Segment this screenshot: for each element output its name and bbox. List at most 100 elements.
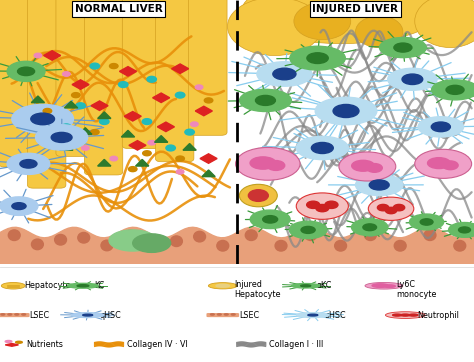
Ellipse shape	[216, 284, 229, 287]
Ellipse shape	[289, 221, 327, 239]
Ellipse shape	[8, 230, 20, 240]
Ellipse shape	[410, 214, 444, 230]
Polygon shape	[153, 93, 170, 102]
Polygon shape	[195, 106, 212, 116]
Ellipse shape	[296, 136, 348, 160]
Ellipse shape	[267, 161, 285, 171]
Ellipse shape	[72, 93, 80, 98]
Ellipse shape	[239, 89, 292, 111]
Ellipse shape	[7, 153, 50, 174]
Ellipse shape	[297, 313, 329, 317]
Ellipse shape	[432, 80, 474, 100]
Ellipse shape	[250, 157, 276, 169]
Ellipse shape	[82, 146, 89, 150]
Ellipse shape	[401, 314, 410, 316]
Ellipse shape	[294, 3, 351, 40]
Ellipse shape	[147, 238, 159, 248]
Ellipse shape	[454, 240, 465, 251]
Ellipse shape	[224, 314, 228, 315]
Ellipse shape	[217, 240, 229, 251]
Ellipse shape	[72, 313, 104, 317]
Ellipse shape	[415, 0, 474, 47]
Ellipse shape	[142, 119, 152, 125]
Text: Injured
Hepatocyte: Injured Hepatocyte	[235, 280, 281, 299]
Polygon shape	[157, 122, 174, 132]
FancyBboxPatch shape	[122, 0, 161, 148]
Polygon shape	[124, 111, 141, 121]
Ellipse shape	[68, 283, 98, 288]
Ellipse shape	[110, 156, 118, 161]
Ellipse shape	[393, 205, 405, 211]
Text: Nutrients: Nutrients	[26, 340, 63, 349]
FancyBboxPatch shape	[0, 0, 37, 167]
Polygon shape	[0, 227, 237, 264]
Polygon shape	[183, 144, 196, 150]
Ellipse shape	[195, 85, 203, 89]
FancyBboxPatch shape	[56, 0, 94, 156]
Ellipse shape	[333, 105, 359, 118]
Ellipse shape	[428, 158, 450, 169]
Polygon shape	[20, 69, 37, 79]
Ellipse shape	[175, 92, 185, 98]
Polygon shape	[60, 144, 73, 150]
Ellipse shape	[194, 231, 206, 242]
Ellipse shape	[12, 104, 73, 134]
Text: Collagen IV · VI: Collagen IV · VI	[127, 340, 188, 349]
Ellipse shape	[210, 314, 214, 315]
Ellipse shape	[118, 82, 128, 88]
Ellipse shape	[250, 210, 290, 228]
Ellipse shape	[369, 180, 389, 190]
Ellipse shape	[335, 240, 346, 251]
Text: Hepatocyte: Hepatocyte	[25, 281, 71, 290]
Ellipse shape	[325, 201, 338, 209]
Polygon shape	[64, 101, 78, 108]
Ellipse shape	[43, 109, 52, 114]
Ellipse shape	[77, 285, 89, 287]
Ellipse shape	[76, 103, 85, 109]
FancyBboxPatch shape	[189, 0, 227, 135]
Ellipse shape	[365, 282, 403, 289]
Ellipse shape	[431, 122, 450, 132]
Ellipse shape	[31, 239, 43, 250]
Ellipse shape	[448, 223, 474, 237]
Ellipse shape	[34, 53, 42, 58]
Ellipse shape	[290, 46, 345, 70]
Text: INJURED LIVER: INJURED LIVER	[312, 4, 399, 14]
Ellipse shape	[100, 119, 109, 125]
Text: LSEC: LSEC	[29, 311, 49, 320]
Ellipse shape	[352, 160, 374, 171]
Ellipse shape	[305, 230, 317, 240]
FancyBboxPatch shape	[0, 314, 29, 316]
Ellipse shape	[385, 312, 425, 319]
Ellipse shape	[1, 282, 25, 289]
Ellipse shape	[239, 184, 277, 207]
Ellipse shape	[185, 129, 194, 135]
Polygon shape	[200, 154, 217, 163]
Polygon shape	[129, 140, 146, 150]
Ellipse shape	[380, 38, 426, 58]
Ellipse shape	[392, 314, 401, 316]
Ellipse shape	[204, 98, 213, 103]
Polygon shape	[72, 80, 89, 89]
Ellipse shape	[171, 236, 182, 247]
Ellipse shape	[384, 285, 395, 287]
Ellipse shape	[307, 201, 319, 209]
Ellipse shape	[415, 149, 472, 178]
Ellipse shape	[16, 341, 22, 343]
Ellipse shape	[446, 85, 464, 94]
Ellipse shape	[248, 190, 268, 201]
Ellipse shape	[263, 216, 278, 223]
Ellipse shape	[385, 207, 397, 214]
Ellipse shape	[368, 197, 414, 220]
Ellipse shape	[301, 226, 315, 233]
Ellipse shape	[363, 224, 376, 231]
Text: LSEC: LSEC	[239, 311, 259, 320]
Ellipse shape	[78, 232, 90, 243]
Polygon shape	[91, 101, 108, 110]
Ellipse shape	[63, 72, 70, 76]
Ellipse shape	[101, 240, 113, 251]
Ellipse shape	[20, 160, 37, 168]
Ellipse shape	[18, 67, 35, 76]
Ellipse shape	[209, 283, 237, 289]
Ellipse shape	[246, 230, 257, 240]
